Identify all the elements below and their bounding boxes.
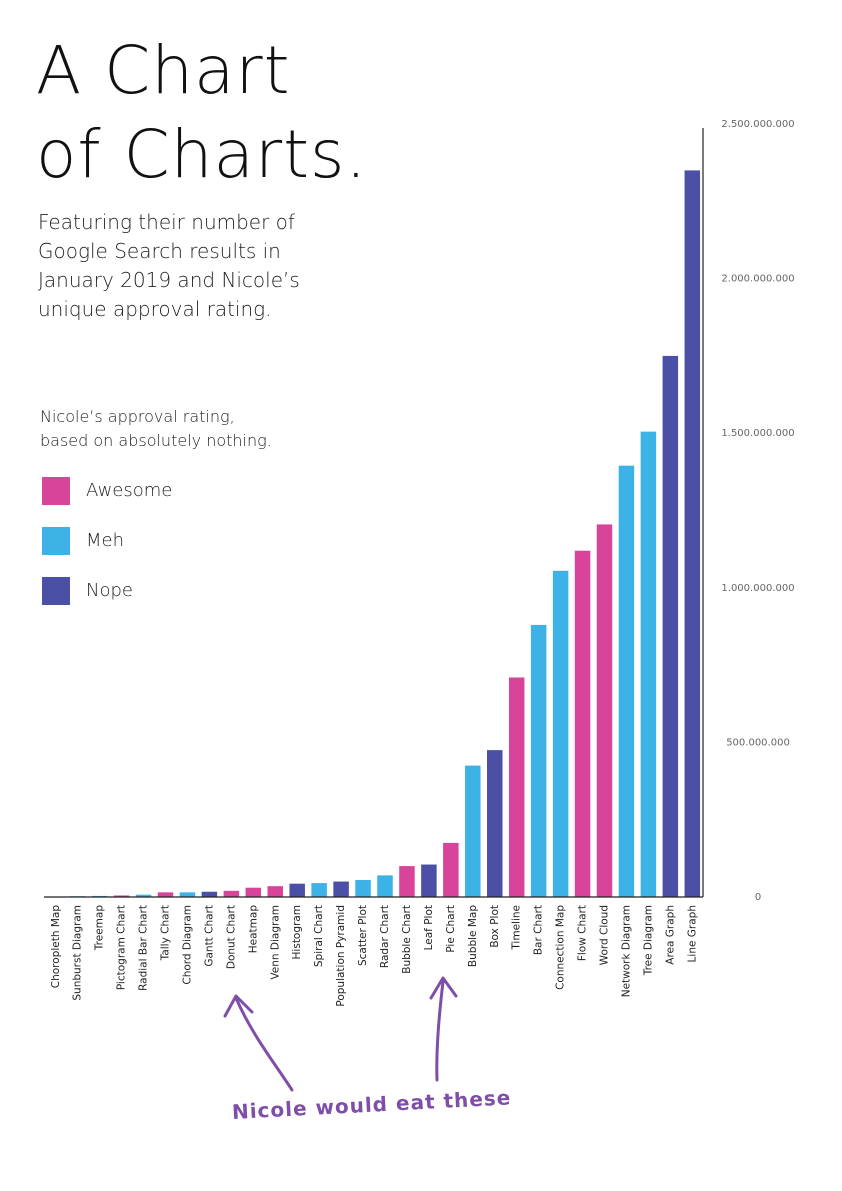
bar-area-graph [662, 355, 679, 897]
bar-radial-bar-chart [135, 894, 152, 897]
x-tick-label: Radar Chart [379, 905, 391, 968]
x-tick-label: Flow Chart [577, 905, 589, 961]
x-tick-label: Network Diagram [620, 905, 632, 997]
x-tick-label: Spiral Chart [313, 905, 325, 967]
bar-bubble-chart [399, 866, 415, 897]
bar-scatter-plot [355, 879, 371, 897]
legend-swatch-awesome [42, 477, 70, 505]
legend-swatch-nope [42, 577, 70, 605]
bar-gantt-chart [201, 891, 218, 897]
bar-spiral-chart [311, 883, 327, 897]
x-tick-label: Timeline [511, 905, 523, 951]
x-tick-label: Chord Diagram [181, 905, 193, 985]
x-tick-label: Area Graph [664, 905, 676, 965]
x-tick-label: Histogram [291, 905, 303, 959]
x-tick-label: Treemap [94, 905, 106, 952]
y-tick-label: 2.500.000.000 [721, 119, 794, 130]
y-tick-label: 1.000.000.000 [721, 583, 794, 594]
y-tick-label: 2.000.000.000 [721, 274, 794, 285]
page-title-line-2: of Charts. [36, 116, 368, 193]
x-tick-label: Donut Chart [225, 905, 237, 969]
annotation-arrows [223, 976, 458, 1092]
bar-tally-chart [157, 892, 174, 897]
x-tick-labels: Choropleth Map Sunburst Diagram Treemap Pic… [50, 905, 699, 1007]
bar-venn-diagram [267, 886, 283, 897]
bar-box-plot [487, 750, 503, 897]
bar-flow-chart [574, 550, 591, 897]
x-tick-label: Bar Chart [533, 905, 545, 955]
x-tick-label: Word Cloud [599, 905, 611, 965]
bar-histogram [289, 883, 305, 897]
legend-label-nope: Nope [86, 580, 133, 601]
y-tick-label: 0 [755, 892, 761, 903]
x-tick-label: Choropleth Map [50, 905, 62, 989]
y-tick-label: 1.500.000.000 [721, 428, 794, 439]
x-tick-label: Radial Bar Chart [138, 905, 150, 991]
x-tick-label: Gantt Chart [203, 905, 215, 967]
page-title-line-1: A Chart [36, 32, 291, 109]
legend-title-line: Nicole’s approval rating, [40, 407, 235, 426]
subtitle-line: Featuring their number of [38, 210, 295, 234]
x-tick-label: Population Pyramid [335, 905, 347, 1007]
arrow-to-donut-chart [223, 994, 294, 1092]
bar-connection-map [552, 570, 569, 897]
bar-population-pyramid [333, 881, 349, 897]
bar-leaf-plot [421, 864, 437, 897]
bar-bubble-map [465, 765, 481, 897]
bar-bar-chart [530, 624, 547, 897]
bar-line-graph [684, 170, 701, 897]
bar-chord-diagram [179, 892, 196, 897]
legend-swatch-meh [42, 527, 70, 555]
bar-pictogram-chart [113, 895, 130, 897]
bar-timeline [508, 677, 525, 897]
bar-group [48, 170, 701, 898]
subtitle: Featuring their number of Google Search … [38, 208, 378, 324]
arrow-to-pie-chart [429, 976, 458, 1082]
subtitle-line: unique approval rating. [38, 297, 272, 321]
subtitle-line: January 2019 and Nicole’s [38, 268, 300, 292]
y-tick-label: 500.000.000 [726, 737, 790, 748]
x-tick-label: Tree Diagram [642, 905, 654, 976]
y-tick-labels: 0 500.000.000 1.000.000.000 1.500.000.000 2.… [721, 119, 794, 903]
bar-network-diagram [618, 465, 635, 897]
x-tick-label: Tally Chart [160, 905, 172, 961]
x-tick-label: Scatter Plot [357, 905, 369, 966]
x-tick-label: Bubble Map [467, 905, 479, 967]
x-tick-label: Box Plot [489, 905, 501, 948]
bar-donut-chart [223, 890, 240, 897]
bar-radar-chart [377, 875, 393, 897]
x-tick-label: Leaf Plot [423, 905, 435, 950]
x-tick-label: Venn Diagram [269, 905, 281, 980]
x-tick-label: Heatmap [247, 905, 259, 954]
legend-label-awesome: Awesome [86, 480, 173, 501]
legend-title-line: based on absolutely nothing. [40, 431, 272, 450]
x-tick-label: Pie Chart [445, 905, 457, 953]
x-tick-label: Pictogram Chart [116, 905, 128, 990]
bar-word-cloud [596, 524, 613, 897]
bar-pie-chart [443, 842, 459, 897]
bar-tree-diagram [640, 431, 657, 897]
legend-label-meh: Meh [86, 530, 125, 551]
legend-title: Nicole’s approval rating, based on absol… [40, 405, 272, 453]
x-tick-label: Sunburst Diagram [72, 905, 84, 1001]
x-tick-label: Connection Map [555, 905, 567, 990]
x-tick-label: Line Graph [686, 905, 698, 962]
bar-heatmap [245, 887, 262, 897]
subtitle-line: Google Search results in [38, 239, 281, 263]
x-tick-label: Bubble Chart [401, 905, 413, 974]
